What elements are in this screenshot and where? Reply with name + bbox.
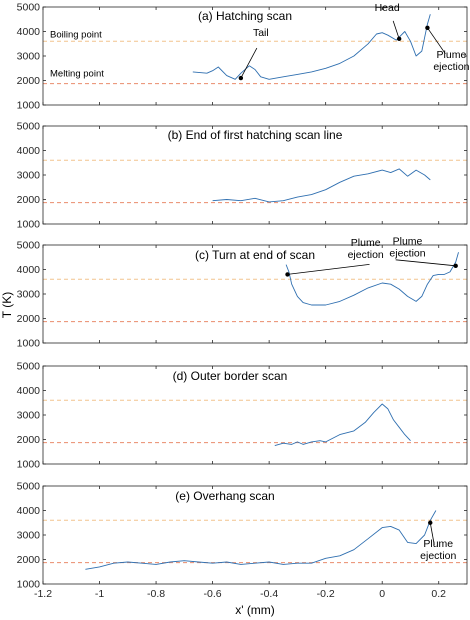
annotation-marker <box>428 520 433 525</box>
annotation-leader <box>392 20 400 39</box>
plot-frame <box>42 6 468 106</box>
y-tick-label: 4000 <box>17 264 41 276</box>
y-tick-label: 4000 <box>17 385 41 397</box>
x-tick-label: -0.2 <box>317 588 335 600</box>
panel-d: 1000 2000 3000 4000 5000 (d) Outer border sca… <box>17 361 468 471</box>
annotation-marker <box>238 75 244 81</box>
panel-title: (b) End of first hatching scan line <box>168 128 343 142</box>
annotation: Plume ejection <box>348 237 458 269</box>
panel-title: (e) Overhang scan <box>175 489 274 503</box>
annotation-leader <box>240 47 258 79</box>
y-tick-label: 4000 <box>17 26 41 38</box>
annotation-marker <box>425 25 430 31</box>
annotation-label: Head <box>375 2 400 14</box>
x-axis-label: x' (mm) <box>235 603 275 617</box>
x-tick-label: -1 <box>95 588 104 600</box>
temperature-series-line <box>192 14 431 80</box>
panel-title: (c) Turn at end of scan <box>195 248 315 262</box>
panel-e: 1000 2000 3000 4000 5000 -1.2 -1 -0.8 -0.6 -0.4 -0… <box>17 481 468 600</box>
annotation-label: Tail <box>253 27 269 39</box>
y-tick-label: 1000 <box>17 338 41 350</box>
annotation-marker <box>453 263 458 269</box>
y-tick-label: 1000 <box>17 459 41 471</box>
annotation: Head <box>375 2 402 42</box>
temperature-series-line <box>212 168 431 203</box>
annotation-leader <box>427 27 446 55</box>
y-tick-label: 2000 <box>17 434 41 446</box>
x-tick-label: -1.2 <box>34 588 52 600</box>
y-tick-label: 1000 <box>17 579 41 591</box>
temperature-series-line <box>274 403 411 447</box>
y-tick-label: 5000 <box>17 121 41 133</box>
plot-frame <box>42 125 468 225</box>
y-tick-label: 3000 <box>17 289 41 301</box>
x-tick-label: 0.2 <box>431 588 446 600</box>
annotation: Tail <box>238 27 269 81</box>
plot-frame <box>42 485 468 585</box>
y-axis-label: T (K) <box>0 292 14 318</box>
y-tick-label: 3000 <box>17 51 41 63</box>
panel-b: 1000 2000 3000 4000 5000 (b) End of first hat… <box>17 121 468 231</box>
annotation-label: Plume ejection <box>389 235 425 259</box>
x-tick-label: -0.8 <box>147 588 165 600</box>
annotation: Plume ejection <box>420 520 457 562</box>
temperature-series-line <box>285 252 459 306</box>
temperature-series-line <box>85 510 437 570</box>
y-tick-label: 2000 <box>17 554 41 566</box>
y-tick-label: 5000 <box>17 2 41 14</box>
y-tick-label: 5000 <box>17 240 41 252</box>
y-tick-label: 2000 <box>17 313 41 325</box>
y-tick-label: 4000 <box>17 145 41 157</box>
y-tick-label: 3000 <box>17 410 41 422</box>
y-tick-label: 5000 <box>17 361 41 373</box>
annotation-label: Plume ejection <box>433 49 469 73</box>
annotation-leader <box>429 522 435 545</box>
annotation-leader <box>287 264 370 275</box>
annotation-label: Plume ejection <box>348 237 384 261</box>
annotation-marker <box>285 272 290 277</box>
melting-point-label: Melting point <box>50 69 104 80</box>
x-tick-label: 0 <box>379 588 385 600</box>
plot-frame <box>42 244 468 344</box>
x-tick-label: -0.6 <box>204 588 222 600</box>
boiling-point-label: Boiling point <box>50 29 102 40</box>
y-tick-label: 5000 <box>17 481 41 493</box>
y-tick-label: 3000 <box>17 170 41 182</box>
y-tick-label: 2000 <box>17 75 41 87</box>
y-tick-label: 3000 <box>17 530 41 542</box>
x-tick-label: -0.4 <box>260 588 278 600</box>
annotation-leader <box>395 259 456 267</box>
panel-a: Boiling point Melting point 1000 2000 3000 40… <box>17 2 468 112</box>
annotation-marker <box>396 36 402 42</box>
y-tick-label: 4000 <box>17 505 41 517</box>
y-tick-label: 1000 <box>17 219 41 231</box>
plot-frame <box>42 365 468 465</box>
panel-c: 1000 2000 3000 4000 5000 (c) Turn at end of s… <box>17 240 468 350</box>
panel-title: (a) Hatching scan <box>198 9 292 23</box>
annotation: Plume ejection <box>285 235 426 277</box>
annotation: Plume ejection <box>425 25 470 73</box>
annotation-label: Plume ejection <box>420 538 456 562</box>
panel-title: (d) Outer border scan <box>173 369 288 383</box>
y-tick-label: 1000 <box>17 100 41 112</box>
y-tick-label: 2000 <box>17 194 41 206</box>
